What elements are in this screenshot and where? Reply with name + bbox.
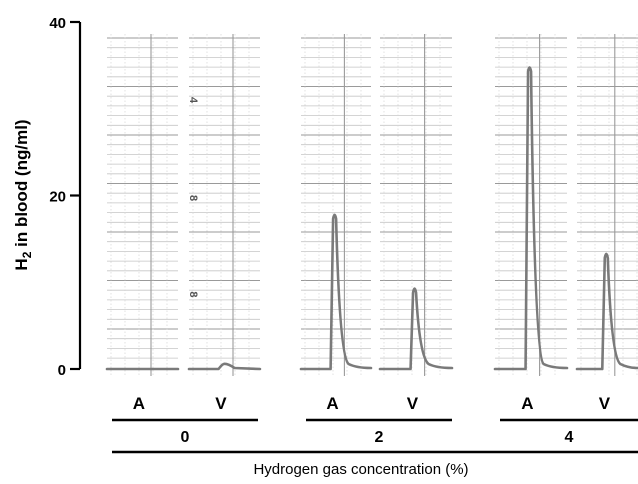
panel-label-0-V: V — [215, 394, 227, 413]
group-label-2: 2 — [375, 429, 384, 446]
x-axis-label: Hydrogen gas concentration (%) — [253, 461, 468, 478]
trace-4-V — [575, 252, 638, 371]
panel-label-0-A: A — [133, 394, 145, 413]
y-tick-label-2: 0 — [58, 362, 66, 379]
y-axis-label-main: H — [12, 258, 31, 270]
panel-label-2-A: A — [326, 394, 338, 413]
grid-layer — [107, 34, 638, 376]
label-layer: A V 0 A V 2 A V 4 4 8 8 — [112, 97, 638, 454]
trace-4-A — [493, 66, 569, 371]
trace-0-V — [187, 362, 262, 371]
panel-2-A — [301, 34, 371, 376]
panel-4-V — [577, 34, 638, 376]
trace-2-V — [378, 287, 454, 371]
y-axis-label-rest: in blood (ng/ml) — [12, 119, 31, 251]
panel-label-4-V: V — [599, 394, 611, 413]
group-label-4: 4 — [565, 429, 574, 446]
chart-mark-2: 8 — [187, 291, 199, 297]
panel-label-4-A: A — [521, 394, 533, 413]
panel-2-V — [380, 34, 452, 376]
group-label-0: 0 — [181, 429, 190, 446]
y-tick-label-0: 40 — [49, 15, 66, 32]
panel-0-A — [107, 34, 178, 376]
trace-2-A — [299, 213, 373, 371]
panel-label-2-V: V — [407, 394, 419, 413]
y-tick-label-1: 20 — [49, 189, 66, 206]
y-axis: 40 20 0 — [49, 15, 82, 379]
chart-mark-0: 4 — [187, 97, 199, 104]
panel-0-V — [189, 34, 260, 376]
trace-layer — [105, 66, 638, 371]
chart-mark-1: 8 — [187, 195, 199, 201]
y-axis-label-sub: 2 — [20, 251, 34, 258]
y-axis-label: H2 in blood (ng/ml) — [12, 119, 34, 270]
panel-4-A — [495, 34, 567, 376]
